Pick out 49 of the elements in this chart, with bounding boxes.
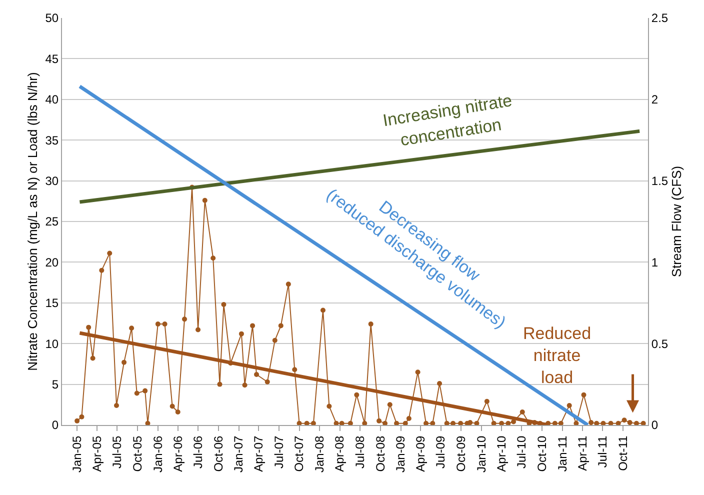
- x-tick-label: Jan-08: [312, 435, 327, 473]
- x-tick-label: Oct-09: [454, 435, 468, 472]
- x-tick-label: Jan-11: [555, 435, 570, 472]
- x-tick-label: Jan-10: [474, 435, 489, 473]
- y-tick-label: 30: [45, 174, 59, 188]
- x-tick-label: Oct-05: [130, 435, 144, 472]
- x-tick-label: Jan-05: [70, 435, 84, 473]
- x-tick-label: Jan-09: [394, 435, 408, 473]
- y-axis-title: Nitrate Concentration (mg/L as N) or Load (lbs N/hr): [25, 72, 40, 371]
- x-tick-label: Oct-10: [535, 435, 549, 472]
- x-tick-label: Jul-07: [272, 435, 286, 468]
- x-tick-label: Apr-05: [90, 435, 104, 472]
- annotation: Increasing nitrate concentration: [382, 90, 514, 150]
- annotation: Reduced nitrate load: [523, 324, 592, 388]
- y-tick-label: 5: [52, 378, 59, 392]
- y-tick-label: 40: [45, 92, 59, 107]
- x-tick-label: Apr-06: [170, 435, 185, 472]
- y-tick-label: 35: [45, 133, 59, 148]
- x-tick-label: Apr-08: [332, 435, 347, 472]
- y-tick-label: 50: [45, 11, 59, 26]
- x-tick-label: Apr-11: [575, 435, 590, 471]
- y-tick-label: 15: [45, 296, 59, 310]
- x-tick-label: Apr-07: [252, 435, 266, 472]
- y2-tick-label: 0.5: [651, 336, 668, 351]
- x-tick-label: Oct-11: [616, 435, 630, 471]
- x-tick-label: Jan-07: [232, 435, 246, 473]
- y2-tick-label: 2: [651, 92, 658, 107]
- x-tick-label: Jul-10: [514, 435, 529, 468]
- x-tick-label: Jul-05: [110, 435, 124, 468]
- x-tick-label: Jul-06: [190, 435, 205, 468]
- x-tick-label: Oct-06: [211, 435, 226, 472]
- y-tick-label: 0: [52, 418, 59, 432]
- x-tick-label: Jan-06: [150, 435, 165, 473]
- y2-tick-label: 1.5: [651, 174, 668, 188]
- y-tick-label: 25: [45, 214, 59, 229]
- x-tick-label: Apr-09: [414, 435, 428, 472]
- x-tick-label: Oct-08: [373, 435, 388, 472]
- x-tick-label: Apr-10: [494, 435, 508, 472]
- y2-tick-label: 2.5: [651, 11, 668, 26]
- y2-tick-label: 1: [651, 255, 658, 270]
- y2-axis-title: Stream Flow (CFS): [669, 166, 684, 278]
- x-tick-label: Jul-11: [595, 435, 610, 468]
- y-tick-label: 10: [45, 336, 59, 351]
- x-tick-label: Jul-09: [434, 435, 448, 468]
- y2-tick-label: 0: [651, 418, 658, 432]
- y-tick-label: 20: [45, 255, 59, 270]
- x-tick-label: Jul-08: [352, 435, 367, 468]
- x-tick-label: Oct-07: [292, 435, 306, 472]
- y-tick-label: 45: [45, 52, 59, 66]
